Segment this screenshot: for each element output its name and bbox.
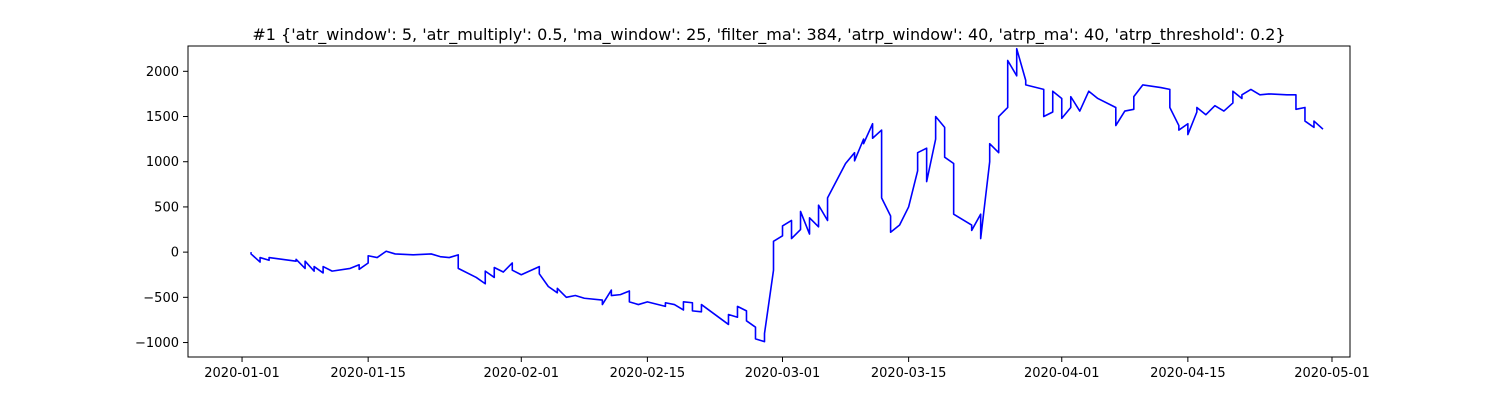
- chart-title: #1 {'atr_window': 5, 'atr_multiply': 0.5…: [252, 25, 1285, 45]
- series-line-0: [250, 47, 1324, 343]
- plot-frame: [187, 45, 1351, 358]
- x-tick-label-2: 2020-02-01: [484, 366, 560, 381]
- x-tick-label-5: 2020-03-15: [871, 366, 947, 381]
- y-tick-label-2: 0: [171, 246, 179, 261]
- y-tick-label-1: −500: [143, 291, 179, 306]
- y-tick-label-4: 1000: [146, 155, 179, 170]
- y-tick-label-6: 2000: [146, 65, 179, 80]
- x-tick-label-3: 2020-02-15: [610, 366, 686, 381]
- y-tick-label-3: 500: [154, 200, 179, 215]
- x-tick-label-7: 2020-04-15: [1150, 366, 1226, 381]
- x-tick-label-0: 2020-01-01: [204, 366, 280, 381]
- y-tick-label-5: 1500: [146, 110, 179, 125]
- plot-area: 2020-01-01 2020-01-15 2020-02-01 2020-02-15…: [135, 45, 1370, 381]
- x-tick-label-6: 2020-04-01: [1024, 366, 1100, 381]
- x-tick-label-4: 2020-03-01: [745, 366, 821, 381]
- x-tick-label-1: 2020-01-15: [330, 366, 406, 381]
- x-tick-label-8: 2020-05-01: [1294, 366, 1370, 381]
- y-tick-label-0: −1000: [135, 336, 179, 351]
